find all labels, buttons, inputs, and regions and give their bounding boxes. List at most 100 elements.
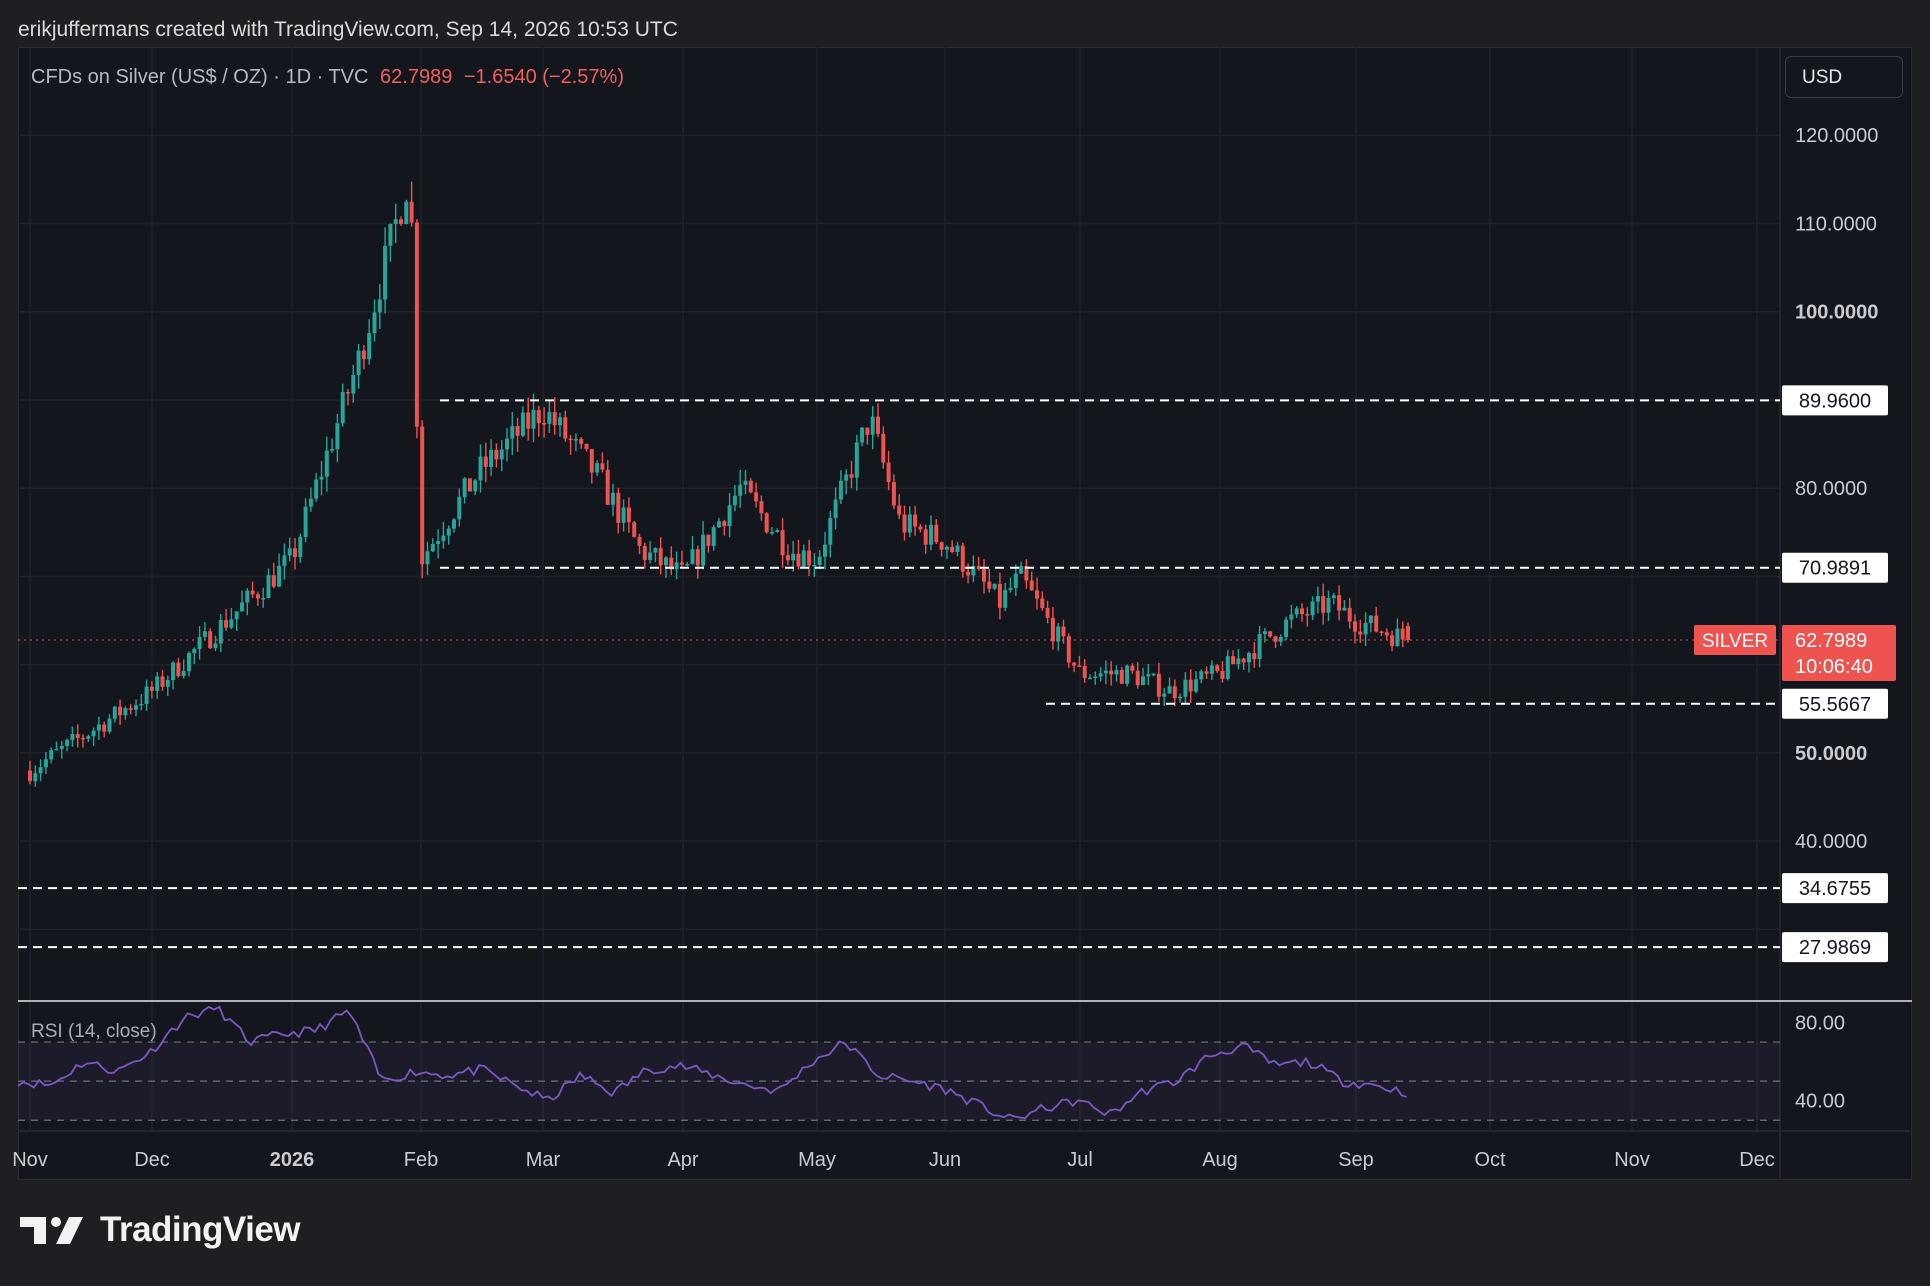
candle-body bbox=[552, 412, 557, 426]
candle-body bbox=[706, 534, 711, 546]
candle-body bbox=[266, 575, 271, 599]
candle-body bbox=[1262, 631, 1267, 635]
candle-body bbox=[155, 676, 160, 691]
candle-body bbox=[123, 708, 128, 716]
candle-body bbox=[494, 449, 499, 460]
candle-body bbox=[934, 524, 939, 543]
candle-body bbox=[732, 495, 737, 506]
candle-body bbox=[611, 492, 615, 505]
candle-body bbox=[1284, 619, 1289, 638]
candle-body bbox=[637, 536, 642, 546]
candle-body bbox=[807, 550, 812, 566]
candle-body bbox=[234, 611, 239, 620]
candle-body bbox=[1088, 677, 1092, 680]
candle-body bbox=[70, 734, 75, 740]
candle-body bbox=[1390, 635, 1395, 647]
candle-body bbox=[1374, 615, 1379, 632]
candle-body bbox=[1125, 665, 1130, 684]
candle-body bbox=[929, 524, 933, 545]
tradingview-brand[interactable]: TradingView bbox=[20, 1210, 301, 1250]
candle-body bbox=[1204, 671, 1209, 674]
price-tick-label: 110.0000 bbox=[1795, 213, 1877, 235]
time-tick-label: Feb bbox=[404, 1149, 438, 1171]
candle-body bbox=[1146, 674, 1151, 677]
candle-body bbox=[833, 499, 838, 519]
candle-body bbox=[939, 542, 944, 550]
candle-body bbox=[383, 245, 388, 300]
candle-body bbox=[722, 521, 727, 527]
candle-body bbox=[314, 479, 319, 499]
candle-body bbox=[271, 575, 276, 587]
candle-body bbox=[1315, 596, 1320, 602]
candle-body bbox=[1331, 595, 1336, 599]
level-label: 70.9891 bbox=[1799, 558, 1871, 580]
candle-body bbox=[881, 433, 886, 463]
brand-name: TradingView bbox=[100, 1210, 301, 1249]
candle-body bbox=[1199, 671, 1204, 680]
candle-body bbox=[478, 456, 483, 481]
candle-body bbox=[388, 223, 393, 246]
candle-body bbox=[536, 409, 541, 423]
time-tick-label: Dec bbox=[1739, 1149, 1775, 1171]
candle-body bbox=[86, 736, 91, 739]
candle-body bbox=[865, 427, 870, 435]
candle-body bbox=[277, 565, 282, 587]
candle-body bbox=[669, 557, 674, 570]
candle-body bbox=[330, 449, 335, 451]
candle-body bbox=[1337, 595, 1342, 611]
currency-button[interactable]: USD bbox=[1785, 56, 1903, 98]
candle-body bbox=[118, 706, 123, 716]
candle-body bbox=[1109, 670, 1114, 675]
candle-body bbox=[197, 636, 202, 649]
time-tick-label: 2026 bbox=[270, 1149, 315, 1171]
price-tick-label: 40.0000 bbox=[1795, 831, 1867, 853]
candle-body bbox=[377, 299, 382, 313]
candle-body bbox=[1077, 665, 1082, 668]
time-tick-label: May bbox=[798, 1149, 836, 1171]
candle-body bbox=[452, 519, 456, 529]
chart-frame[interactable] bbox=[18, 47, 1912, 1180]
last-price-value: 62.7989 bbox=[1795, 630, 1867, 652]
candle-body bbox=[1278, 637, 1283, 642]
candle-body bbox=[1056, 626, 1061, 642]
candle-body bbox=[202, 631, 207, 637]
candle-body bbox=[404, 201, 409, 225]
candle-body bbox=[738, 484, 743, 496]
time-tick-label: Aug bbox=[1202, 1149, 1238, 1171]
candle-body bbox=[165, 680, 170, 687]
candle-body bbox=[1156, 673, 1161, 697]
candle-body bbox=[1236, 658, 1241, 665]
candle-body bbox=[992, 583, 997, 589]
candle-body bbox=[287, 548, 292, 556]
candle-body bbox=[425, 551, 430, 565]
candle-body bbox=[902, 514, 907, 533]
candle-body bbox=[854, 442, 859, 478]
candle-body bbox=[1273, 636, 1278, 642]
candle-body bbox=[54, 748, 59, 751]
candle-body bbox=[1353, 621, 1357, 632]
candle-body bbox=[579, 438, 584, 444]
candle-body bbox=[664, 557, 668, 566]
price-tick-label: 80.0000 bbox=[1795, 478, 1867, 500]
candle-body bbox=[876, 416, 880, 434]
candle-body bbox=[319, 476, 324, 480]
candle-body bbox=[626, 507, 631, 523]
candle-body bbox=[192, 648, 197, 654]
candle-body bbox=[621, 507, 626, 523]
candle-body bbox=[303, 506, 308, 537]
candle-body bbox=[648, 552, 653, 560]
candle-body bbox=[748, 480, 753, 493]
candle-body bbox=[1220, 670, 1225, 679]
candle-body bbox=[96, 724, 101, 731]
candle-body bbox=[1172, 686, 1177, 699]
candle-body bbox=[913, 514, 918, 527]
candle-body bbox=[780, 530, 785, 556]
candle-body bbox=[293, 548, 297, 557]
candle-body bbox=[75, 734, 80, 738]
candle-body bbox=[1384, 632, 1389, 636]
time-tick-label: Dec bbox=[134, 1149, 170, 1171]
candle-body bbox=[446, 528, 451, 536]
level-label-box bbox=[1782, 873, 1888, 904]
candle-body bbox=[589, 449, 594, 473]
